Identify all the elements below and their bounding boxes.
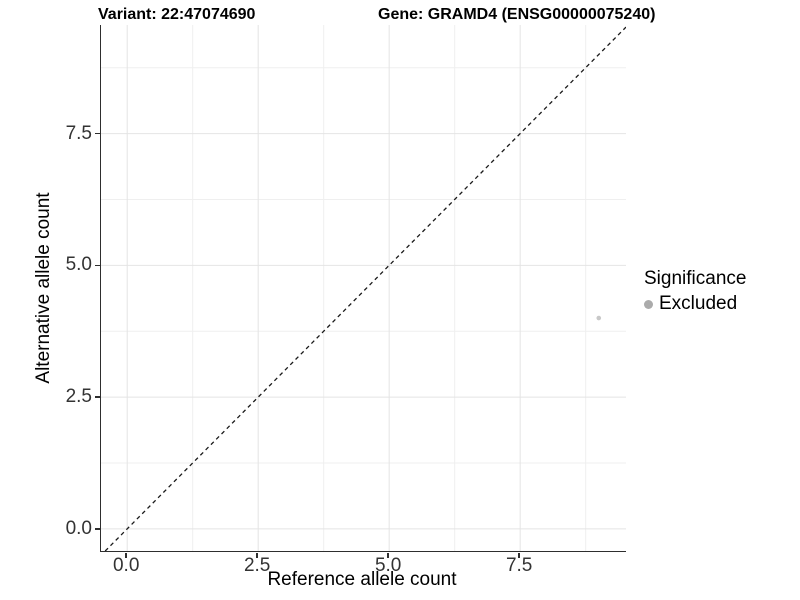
gene-title: Gene: GRAMD4 (ENSG00000075240) [378, 6, 656, 23]
identity-dashed-line [104, 26, 626, 551]
x-tick-label: 7.5 [505, 555, 533, 576]
x-tick-label: 2.5 [243, 555, 271, 576]
y-tick-label: 0.0 [65, 517, 92, 539]
x-tick-label: 5.0 [374, 555, 402, 576]
x-tick-mark [387, 552, 389, 558]
x-tick-mark [256, 552, 258, 558]
excluded-point-icon [644, 299, 653, 309]
y-tick-mark [95, 264, 100, 267]
y-tick-mark [95, 528, 100, 530]
x-axis-title: Reference allele count [267, 569, 457, 590]
y-tick-label: 7.5 [65, 122, 92, 144]
legend-entry-label: Excluded [659, 293, 738, 314]
y-tick-label: 5.0 [65, 254, 92, 276]
y-axis-title: Alternative allele count [33, 192, 54, 384]
y-tick-mark [95, 396, 100, 398]
y-tick-mark [95, 132, 100, 135]
legend: Significance Excluded [644, 268, 746, 315]
x-tick-mark [518, 552, 520, 558]
y-tick-label: 2.5 [65, 386, 92, 408]
legend-title: Significance [644, 268, 747, 289]
plot-panel [100, 25, 626, 552]
legend-entry-excluded: Excluded [644, 293, 746, 315]
data-point [596, 315, 602, 321]
x-tick-label: 0.0 [112, 555, 140, 576]
variant-title: Variant: 22:47074690 [98, 6, 256, 23]
x-tick-mark [125, 552, 127, 558]
plot-area-svg [101, 25, 626, 551]
